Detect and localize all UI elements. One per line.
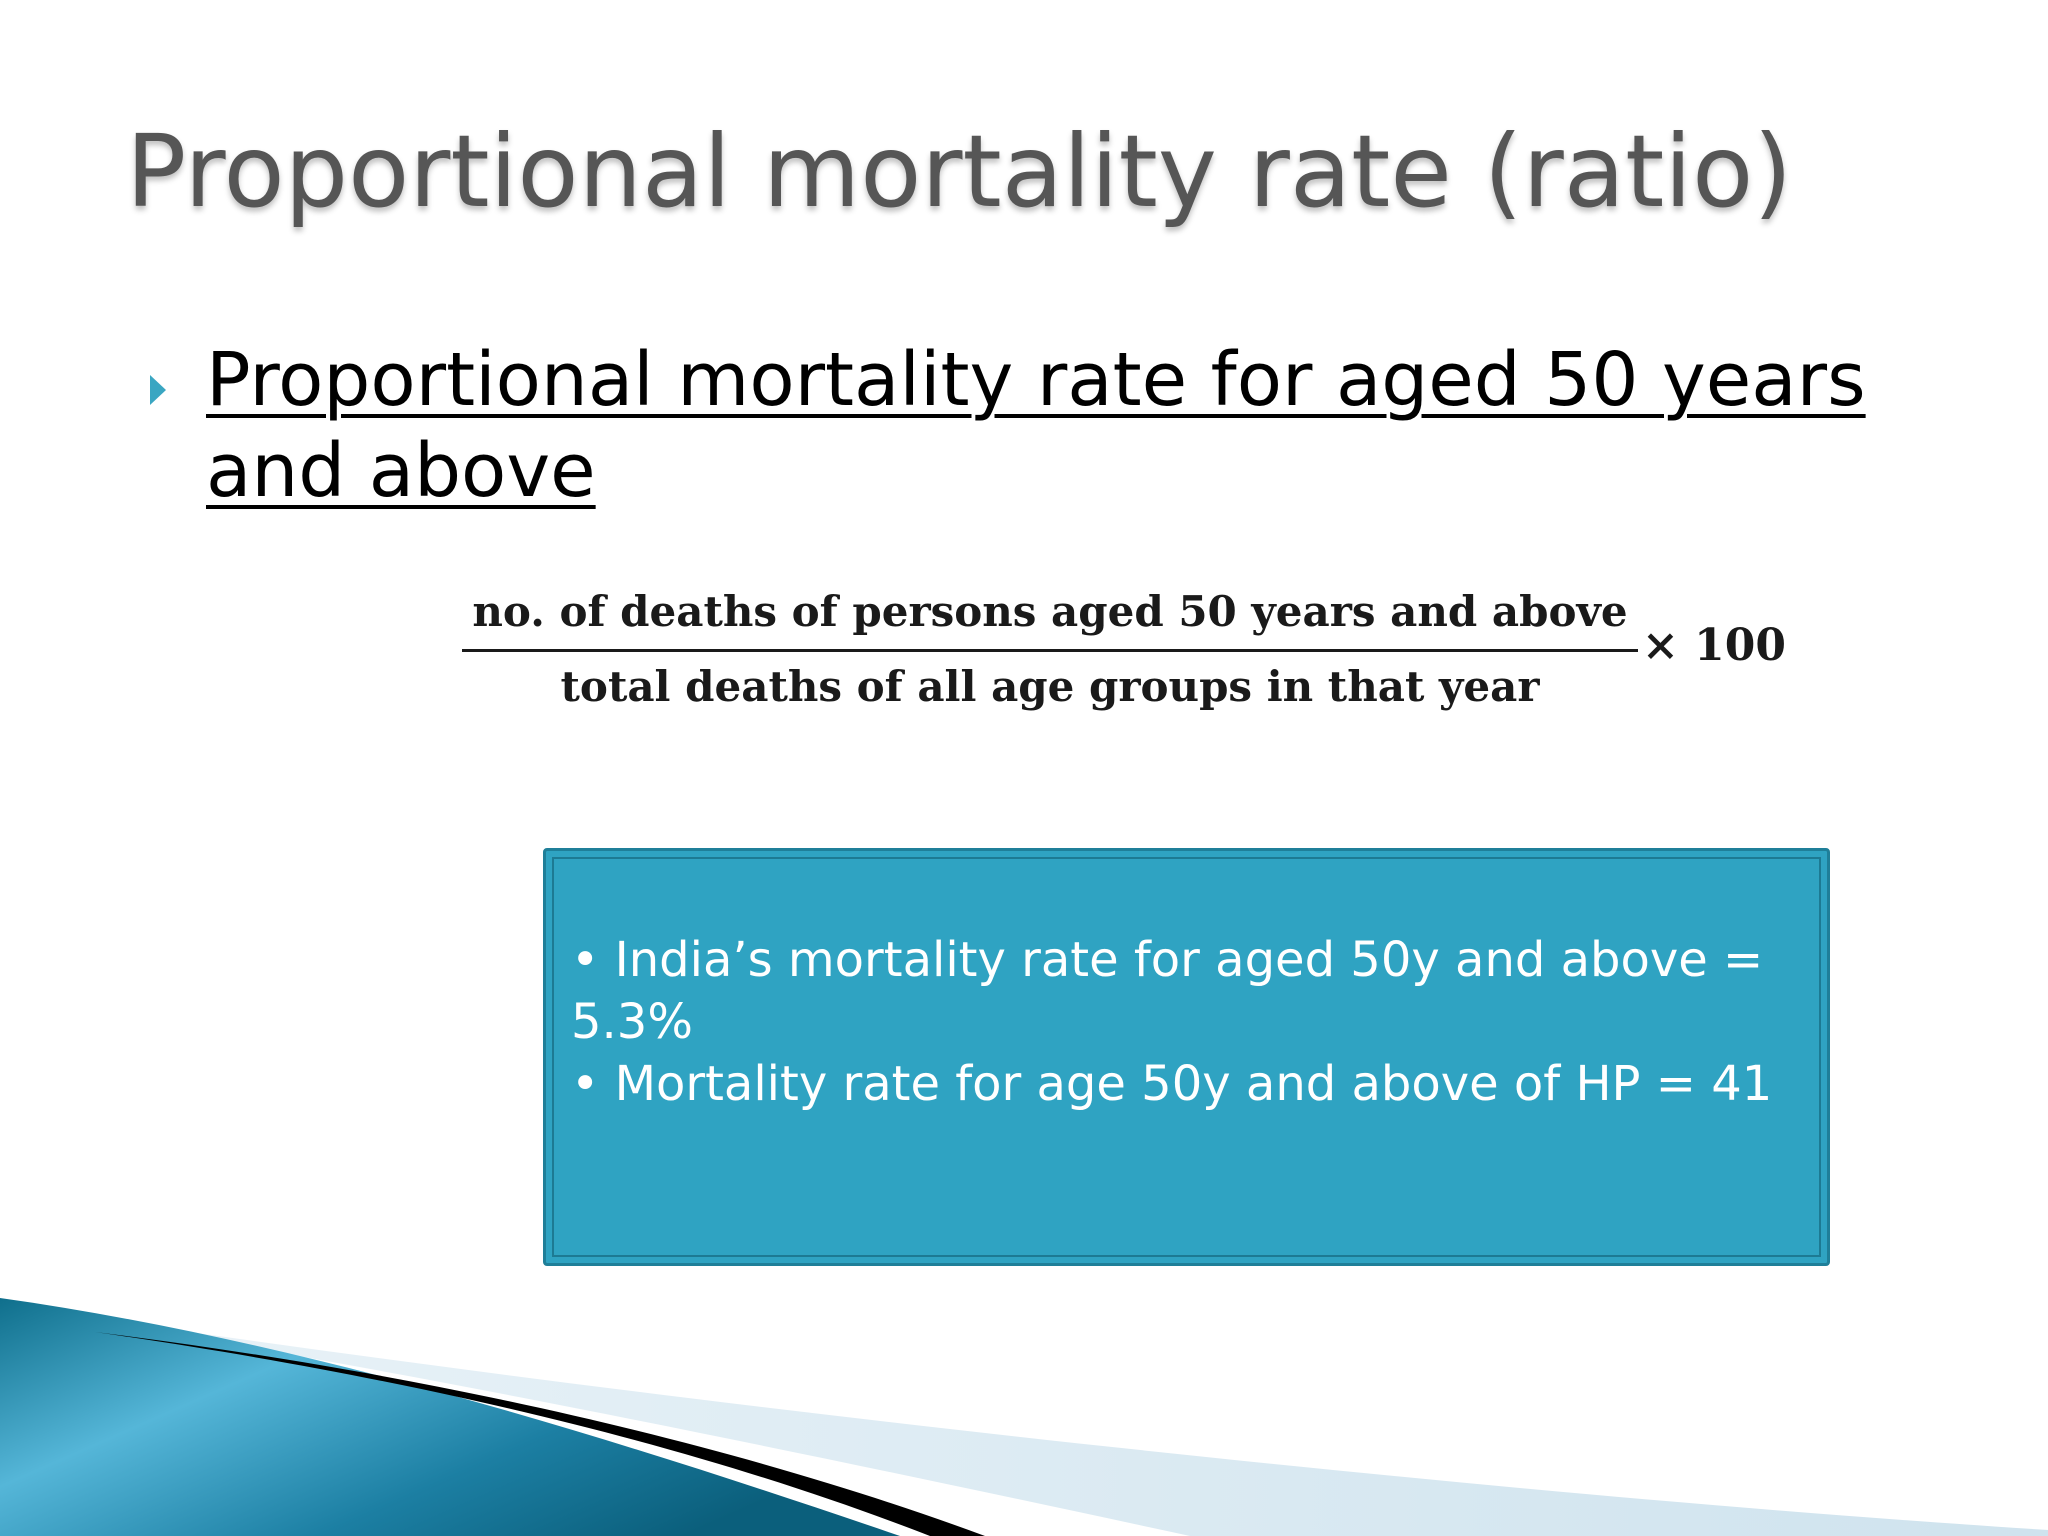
formula-denominator: total deaths of all age groups in that y… <box>560 662 1540 711</box>
formula-numerator: no. of deaths of persons aged 50 years a… <box>472 587 1628 636</box>
swoosh-blue-wedge <box>0 1298 900 1536</box>
fraction-bar <box>462 649 1638 652</box>
info-box: India’s mortality rate for aged 50y and … <box>543 848 1830 1266</box>
decorative-swoosh <box>0 1298 2048 1536</box>
info-box-item-hp: Mortality rate for age 50y and above of … <box>571 1053 1801 1115</box>
triangle-bullet-icon <box>150 375 166 405</box>
swoosh-light-band <box>0 1304 2048 1536</box>
formula-multiplier: × 100 <box>1642 620 1787 671</box>
formula: no. of deaths of persons aged 50 years a… <box>462 575 1802 745</box>
bullet-heading: Proportional mortality rate for aged 50 … <box>206 337 1866 514</box>
swoosh-black-stripe <box>95 1332 985 1536</box>
formula-fraction: no. of deaths of persons aged 50 years a… <box>462 575 1638 722</box>
slide-title: Proportional mortality rate (ratio) <box>126 113 1793 230</box>
info-box-list: India’s mortality rate for aged 50y and … <box>571 929 1801 1115</box>
info-box-item-india: India’s mortality rate for aged 50y and … <box>571 929 1801 1053</box>
